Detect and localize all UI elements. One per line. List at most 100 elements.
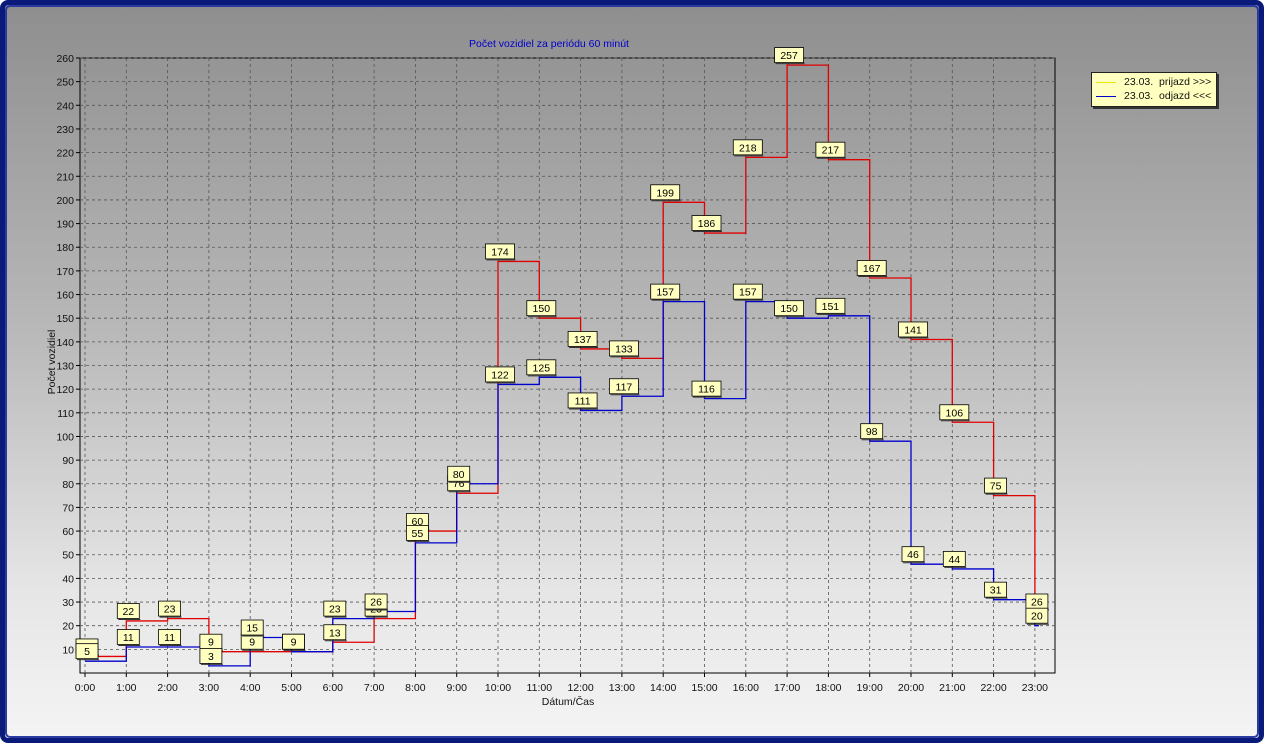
x-axis-label: Dátum/Čas [542,695,595,708]
data-label-text: 122 [491,369,509,381]
data-label: 13 [323,624,347,642]
data-label: 11 [116,629,141,646]
data-label: 23 [323,600,347,618]
data-label: 11 [158,629,182,646]
y-tick-label: 70 [62,502,74,514]
data-label-text: 199 [656,187,674,199]
data-label-box [942,551,966,567]
chart-title: Počet vozidiel za periódu 60 minút [469,38,629,50]
y-tick-label: 110 [57,408,74,420]
legend: 23.03. prijazd >>> 23.03. odjazd <<< [1091,72,1217,107]
data-label-box [650,184,681,201]
x-tick-label: 1:00 [116,682,137,694]
data-label: 5 [75,643,99,661]
data-label-text: 11 [164,632,175,644]
legend-item-prijazd: 23.03. prijazd >>> [1096,75,1211,89]
y-tick-label: 200 [56,195,74,207]
data-label-box [364,593,388,610]
data-label-box [240,619,264,636]
data-label-text: 150 [533,303,551,315]
data-label: 125 [526,359,557,377]
x-tick-label: 17:00 [774,682,800,694]
data-label-text: 11 [123,632,134,644]
y-tick-label: 80 [62,479,74,491]
data-label-box [650,283,681,300]
data-label-box [901,546,925,563]
x-tick-label: 18:00 [815,682,841,694]
data-label: 217 [815,141,846,159]
data-label-text: 174 [491,246,509,258]
legend-item-odjazd: 23.03. odjazd <<< [1096,89,1211,103]
data-label: 111 [567,392,599,410]
data-label: 157 [732,283,764,301]
x-tick-label: 4:00 [240,682,261,694]
y-tick-label: 40 [62,573,74,585]
y-tick-label: 90 [62,455,74,467]
data-label-box [609,378,639,395]
data-label: 98 [860,423,884,441]
x-tick-label: 7:00 [364,682,385,694]
data-label-text: 125 [533,362,551,374]
y-tick-label: 260 [56,53,74,65]
data-label: 20 [1025,607,1049,625]
y-tick-label: 130 [56,361,74,373]
y-tick-label: 150 [56,313,74,325]
x-tick-label: 3:00 [199,682,220,694]
y-tick-label: 210 [56,171,74,183]
data-label-box [282,633,305,650]
data-label: 31 [984,581,1008,599]
data-label-box [405,525,429,541]
data-label: 55 [405,525,430,542]
data-label-text: 55 [412,528,424,540]
data-label-box [116,629,140,645]
data-label-text: 26 [1031,597,1043,609]
y-axis-label: Počet vozidiel [46,330,58,395]
data-label: 22 [116,603,141,620]
data-label: 218 [732,139,764,157]
data-label-text: 75 [990,481,1002,493]
data-label: 141 [898,321,929,339]
legend-swatch-prijazd [1096,81,1116,83]
data-label: 133 [609,340,640,358]
data-label-box [984,581,1007,598]
data-label-box [447,465,471,482]
data-label: 116 [691,380,722,398]
y-tick-label: 50 [62,550,74,562]
data-label-text: 217 [822,145,840,157]
data-label-box [323,624,347,641]
data-label: 9 [240,633,265,651]
data-label-text: 60 [412,516,424,528]
grid [80,57,1055,673]
data-label: 137 [567,331,599,348]
y-tick-label: 10 [62,644,74,656]
data-label: 257 [774,47,805,65]
data-label-text: 150 [780,303,798,315]
y-tick-label: 100 [56,431,74,443]
data-label-text: 9 [291,637,297,649]
data-label-box [815,297,846,314]
data-label-box [485,243,515,260]
data-label: 150 [526,300,557,318]
data-label: 26 [364,593,389,611]
data-label-text: 9 [208,637,214,649]
x-tick-label: 5:00 [281,682,302,694]
data-label-text: 5 [84,646,90,658]
x-tick-label: 10:00 [485,682,511,694]
data-label-text: 80 [453,469,465,481]
data-label-text: 20 [1031,611,1043,623]
y-tick-label: 180 [56,242,74,254]
data-label-text: 15 [246,623,258,635]
y-tick-label: 250 [56,77,74,89]
data-label: 157 [650,283,681,301]
data-label-box [691,215,722,231]
x-tick-label: 11:00 [527,682,553,694]
x-tick-label: 23:00 [1022,682,1048,694]
x-tick-label: 15:00 [691,682,717,694]
data-label-text: 31 [990,585,1002,597]
data-label-text: 46 [907,549,919,561]
data-label-text: 133 [615,343,633,355]
x-tick-label: 9:00 [446,682,467,694]
data-label-box [898,321,928,338]
data-label-box [485,366,515,383]
